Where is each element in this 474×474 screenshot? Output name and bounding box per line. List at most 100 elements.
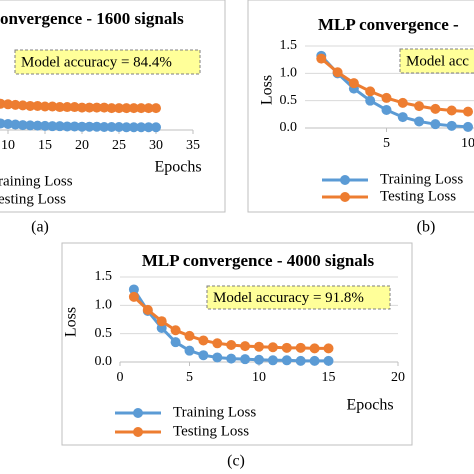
loss-point xyxy=(106,103,117,114)
legend-label: Testing Loss xyxy=(380,188,456,204)
loss-point xyxy=(54,121,65,132)
panel-frame xyxy=(61,242,413,446)
loss-point xyxy=(47,101,58,112)
loss-point xyxy=(91,121,102,132)
legend-label: Training Loss xyxy=(173,404,256,420)
loss-point xyxy=(128,122,139,133)
loss-point xyxy=(62,121,73,132)
loss-point xyxy=(121,122,132,133)
loss-point xyxy=(3,99,13,110)
loss-point xyxy=(128,103,139,114)
legend-label: esting Loss xyxy=(0,191,66,207)
x-tick-label: 25 xyxy=(112,138,126,153)
loss-point xyxy=(323,355,334,366)
y-tick-label: 0.0 xyxy=(280,120,298,135)
loss-point xyxy=(381,104,392,115)
loss-point xyxy=(136,103,147,114)
panel-label: (c) xyxy=(227,453,245,470)
loss-point xyxy=(226,353,237,364)
loss-point xyxy=(414,101,425,112)
x-tick-label: 10 xyxy=(252,370,266,385)
x-axis-label: Epochs xyxy=(346,397,393,414)
loss-point xyxy=(151,103,161,114)
x-tick-label: 15 xyxy=(38,138,52,153)
loss-point xyxy=(184,345,195,356)
loss-point xyxy=(184,330,195,341)
loss-point xyxy=(281,355,292,366)
loss-point xyxy=(254,341,264,352)
annotation-box xyxy=(14,49,201,75)
loss-point xyxy=(365,86,376,97)
y-tick-label: 0.5 xyxy=(280,93,298,108)
loss-point xyxy=(142,304,153,315)
loss-point xyxy=(84,121,95,132)
loss-point xyxy=(309,355,320,366)
loss-point xyxy=(10,99,21,110)
x-tick-label: 5 xyxy=(383,136,390,151)
x-tick-label: 15 xyxy=(322,370,336,385)
chart-title: onvergence - 1600 signals xyxy=(0,9,184,28)
loss-point xyxy=(240,354,251,365)
x-tick-label: 10 xyxy=(1,138,15,153)
legend-marker xyxy=(133,408,143,418)
loss-point xyxy=(114,121,124,132)
loss-point xyxy=(170,337,181,348)
loss-point xyxy=(121,103,132,114)
loss-point xyxy=(240,341,251,352)
loss-point xyxy=(17,120,28,131)
loss-point xyxy=(47,121,58,132)
loss-point xyxy=(316,53,327,64)
panel-frame xyxy=(247,0,474,213)
loss-point xyxy=(295,342,306,353)
loss-point xyxy=(106,121,117,132)
loss-point xyxy=(40,101,50,112)
legend-marker xyxy=(340,175,350,185)
y-tick-label: 1.0 xyxy=(280,66,298,81)
loss-point xyxy=(128,284,139,295)
loss-point xyxy=(99,121,110,132)
loss-point xyxy=(25,120,36,131)
loss-point xyxy=(381,92,392,103)
loss-point xyxy=(91,102,102,113)
x-tick-label: 10 xyxy=(461,136,474,151)
loss-point xyxy=(309,343,320,354)
loss-point xyxy=(99,102,110,113)
loss-point xyxy=(32,100,43,111)
loss-line xyxy=(320,57,469,114)
panel-frame xyxy=(0,0,226,213)
legend-marker xyxy=(340,192,350,202)
annotation-box xyxy=(206,285,391,310)
loss-point xyxy=(3,118,13,129)
loss-point xyxy=(32,120,43,131)
legend-label: Testing Loss xyxy=(173,423,249,439)
loss-point xyxy=(143,103,154,114)
loss-point xyxy=(212,338,223,349)
loss-point xyxy=(62,102,73,113)
loss-point xyxy=(136,122,147,133)
loss-point xyxy=(17,100,28,111)
x-tick-label: 5 xyxy=(186,370,193,385)
loss-point xyxy=(332,67,343,78)
loss-point xyxy=(84,102,95,113)
loss-point xyxy=(323,343,334,354)
loss-point xyxy=(226,340,237,350)
loss-point xyxy=(463,106,473,117)
legend-label: Training Loss xyxy=(380,171,463,187)
loss-point xyxy=(77,121,87,132)
loss-point xyxy=(170,325,181,336)
loss-point xyxy=(40,120,50,131)
loss-point xyxy=(156,316,167,327)
loss-point xyxy=(198,335,209,346)
loss-point xyxy=(397,97,408,108)
annotation: Model accuracy = 84.4% xyxy=(21,54,172,70)
loss-line xyxy=(320,54,469,129)
panel-label: (a) xyxy=(31,219,49,236)
x-tick-label: 20 xyxy=(75,138,89,153)
loss-point xyxy=(446,105,457,116)
loss-point xyxy=(198,350,209,361)
loss-point xyxy=(430,119,441,130)
loss-point xyxy=(77,102,87,113)
loss-point xyxy=(128,291,139,302)
annotation: Model acc xyxy=(406,53,469,69)
